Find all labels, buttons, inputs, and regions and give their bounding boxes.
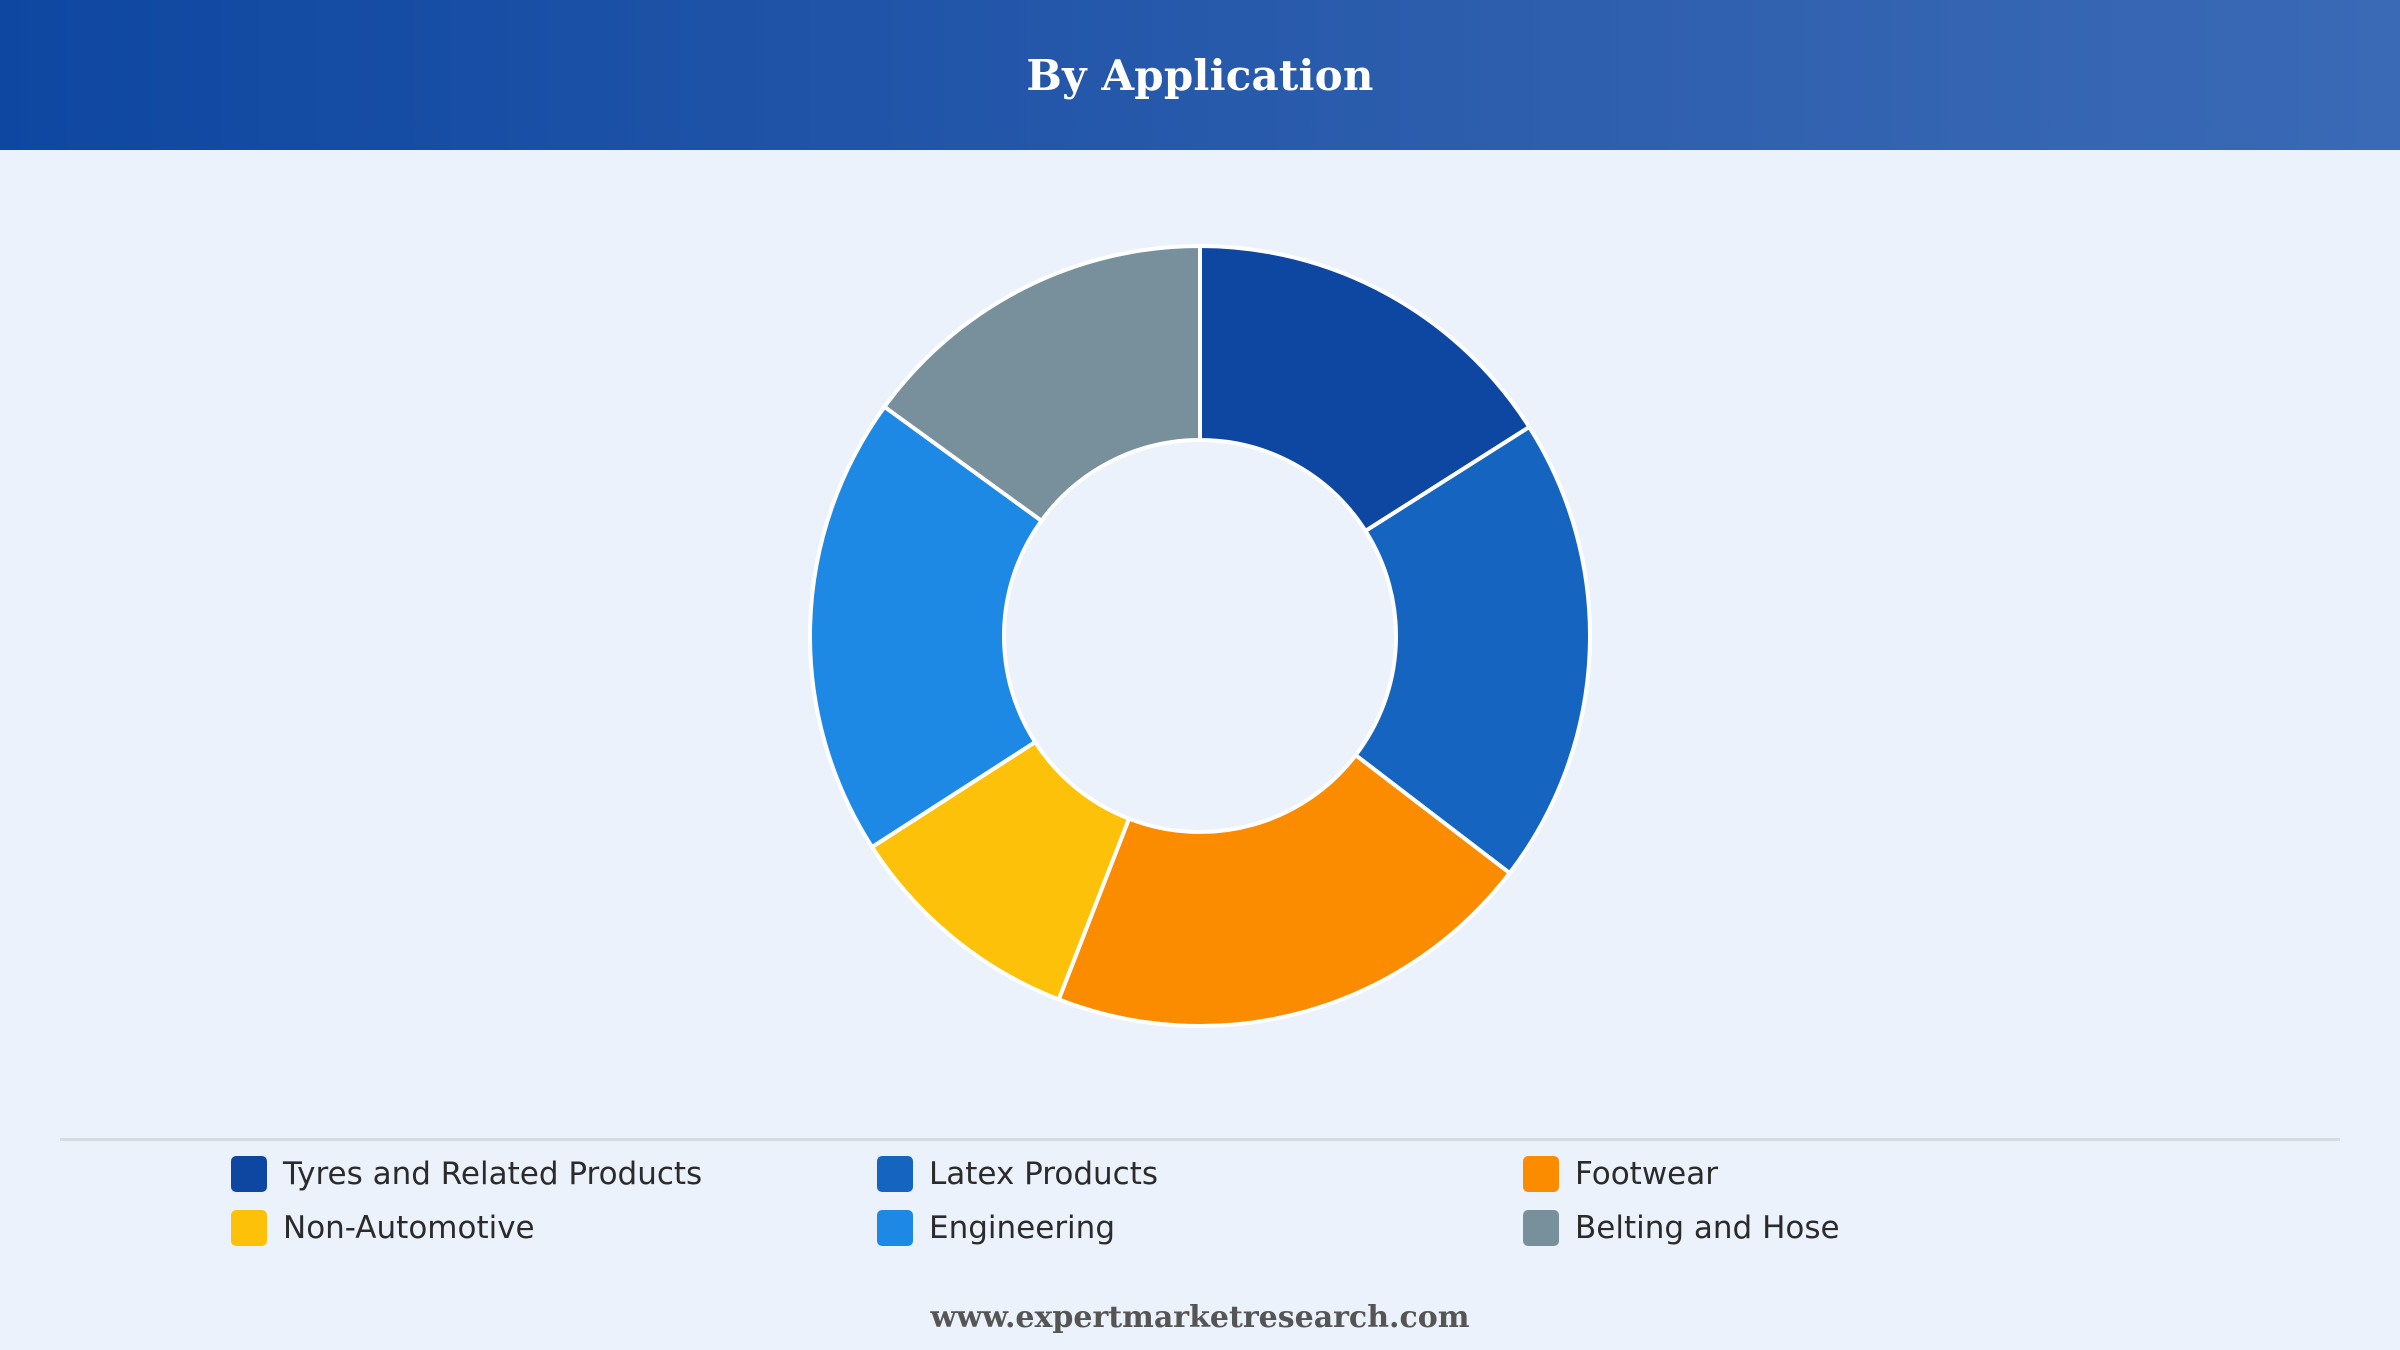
donut-slice-latex[interactable]	[1353, 425, 1592, 876]
footer-url: www.expertmarketresearch.com	[930, 1300, 1470, 1335]
legend-item-belting-hose[interactable]: Belting and Hose	[1523, 1210, 2123, 1246]
legend-item-tyres[interactable]: Tyres and Related Products	[231, 1156, 877, 1192]
donut-slice-tyres[interactable]	[1198, 244, 1532, 533]
legend-item-non-automotive[interactable]: Non-Automotive	[231, 1210, 877, 1246]
chart-title: By Application	[1026, 50, 1374, 100]
legend-label: Footwear	[1575, 1156, 1718, 1192]
legend-swatch	[1523, 1210, 1559, 1246]
legend-label: Non-Automotive	[283, 1210, 535, 1246]
donut-slice-belting-hose[interactable]	[882, 244, 1202, 523]
legend-swatch	[1523, 1156, 1559, 1192]
donut-slice-engineering[interactable]	[808, 404, 1044, 850]
legend: Tyres and Related Products Latex Product…	[231, 1156, 2151, 1246]
legend-item-engineering[interactable]: Engineering	[877, 1210, 1523, 1246]
donut-slice-footwear[interactable]	[1056, 753, 1512, 1028]
legend-label: Latex Products	[929, 1156, 1159, 1192]
legend-item-latex[interactable]: Latex Products	[877, 1156, 1523, 1192]
donut-chart	[808, 244, 1592, 1028]
legend-swatch	[877, 1156, 913, 1192]
chart-header: By Application	[0, 0, 2400, 150]
legend-label: Belting and Hose	[1575, 1210, 1840, 1246]
legend-swatch	[877, 1210, 913, 1246]
legend-label: Tyres and Related Products	[283, 1156, 703, 1192]
legend-item-footwear[interactable]: Footwear	[1523, 1156, 2123, 1192]
legend-swatch	[231, 1210, 267, 1246]
legend-label: Engineering	[929, 1210, 1115, 1246]
legend-divider	[60, 1138, 2340, 1141]
legend-swatch	[231, 1156, 267, 1192]
